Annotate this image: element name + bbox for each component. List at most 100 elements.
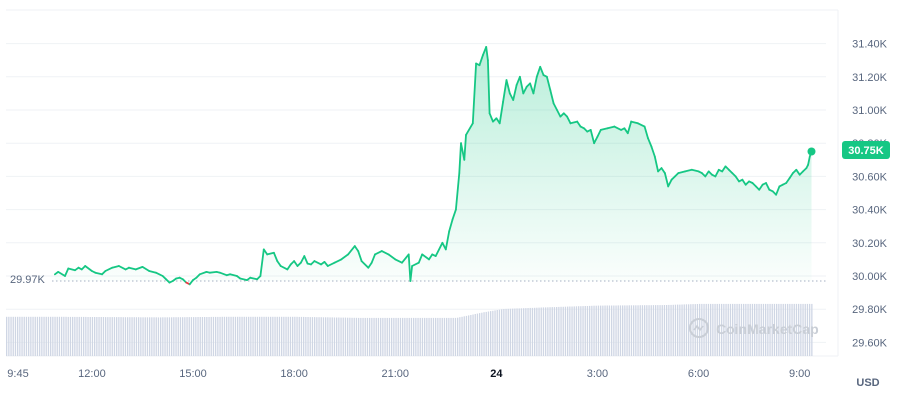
price-line-segment <box>596 128 602 138</box>
volume-bar <box>351 317 353 356</box>
volume-bar <box>661 305 663 356</box>
volume-bar <box>179 317 182 356</box>
volume-bar <box>100 317 102 356</box>
volume-bar <box>102 317 105 356</box>
price-line-segment <box>279 265 289 271</box>
price-line-segment <box>535 65 542 78</box>
volume-bars <box>6 303 813 356</box>
price-line-segment <box>347 245 356 256</box>
volume-bar <box>278 316 281 356</box>
volume-bar <box>611 305 613 356</box>
volume-bar <box>523 308 525 356</box>
price-line-segment <box>353 245 360 253</box>
volume-bar <box>602 305 604 356</box>
price-line-segment <box>276 260 282 267</box>
volume-bar <box>94 317 96 356</box>
volume-bar <box>743 303 745 356</box>
price-area-fill <box>54 46 812 282</box>
volume-bar <box>540 307 542 356</box>
volume-bar <box>529 307 531 356</box>
volume-bar <box>571 306 573 356</box>
volume-bar <box>503 309 505 356</box>
volume-bar <box>606 305 608 356</box>
price-line-segment <box>465 122 474 136</box>
price-line-segment <box>626 120 633 135</box>
price-line-segment <box>463 133 467 161</box>
x-tick-label: 3:00 <box>587 368 608 380</box>
volume-bar <box>415 317 417 356</box>
volume-bar <box>410 317 413 356</box>
volume-bar <box>19 316 21 356</box>
x-axis-labels: 9:45 12:00 15:00 18:00 21:00 24 3:00 6:00 9:00 <box>7 368 810 380</box>
volume-bar <box>397 317 399 356</box>
volume-bar <box>127 317 129 356</box>
volume-bar <box>349 317 351 356</box>
price-line-segment <box>660 167 666 175</box>
price-line-segment <box>643 125 649 140</box>
volume-bar <box>404 317 406 356</box>
price-line-segment <box>593 135 599 145</box>
volume-bar <box>432 317 435 356</box>
watermark-logo-icon <box>689 318 709 338</box>
volume-bar <box>303 316 305 356</box>
volume-bar <box>285 316 287 356</box>
volume-bar <box>430 317 432 356</box>
price-line-segment <box>485 46 489 62</box>
volume-bar <box>32 316 34 356</box>
volume-bar <box>58 316 61 356</box>
x-tick-label: 12:00 <box>78 368 106 380</box>
price-line-segment <box>94 271 103 276</box>
volume-bar <box>67 316 69 356</box>
y-tick-label: 30.60K <box>852 171 888 183</box>
volume-bar <box>184 317 186 356</box>
volume-bar <box>41 316 43 356</box>
volume-bar <box>50 316 52 356</box>
price-line-segment <box>155 271 164 277</box>
price-line-segment <box>208 270 218 274</box>
volume-bar <box>470 315 472 356</box>
volume-bar <box>558 306 560 356</box>
volume-bar <box>122 317 124 356</box>
volume-bar <box>281 316 283 356</box>
price-line-segment <box>488 112 494 123</box>
volume-bar <box>481 312 483 356</box>
volume-bar <box>14 316 17 356</box>
volume-bar <box>745 303 747 356</box>
price-line-segment <box>734 175 740 183</box>
volume-bar <box>153 317 155 356</box>
volume-bar <box>694 304 696 356</box>
volume-bar <box>212 316 215 356</box>
volume-bar <box>551 307 553 356</box>
price-line-segment <box>293 260 299 267</box>
volume-bar <box>589 305 591 356</box>
volume-bar <box>637 305 639 356</box>
volume-bar <box>798 303 800 356</box>
volume-bar <box>34 316 36 356</box>
price-line-segment <box>272 251 279 263</box>
volume-bar <box>45 316 47 356</box>
volume-bar <box>472 314 474 356</box>
volume-bar <box>421 317 424 356</box>
volume-bar <box>749 303 751 356</box>
volume-bar <box>624 305 626 356</box>
volume-bar <box>586 306 589 356</box>
price-line-segment <box>522 85 528 95</box>
price-line-segment <box>444 230 451 251</box>
volume-bar <box>721 303 723 356</box>
price-line-segment <box>111 265 120 269</box>
volume-bar <box>47 316 50 356</box>
volume-bar <box>507 308 509 356</box>
price-line-segment <box>333 258 343 264</box>
volume-bar <box>765 303 767 356</box>
volume-bar <box>118 317 120 356</box>
y-tick-label: 29.80K <box>852 304 888 316</box>
price-line-segment <box>788 172 794 180</box>
volume-bar <box>426 317 428 356</box>
volume-bar <box>232 316 234 356</box>
volume-bar <box>61 316 63 356</box>
volume-bar <box>534 307 536 356</box>
price-line-segment <box>606 125 616 130</box>
volume-bar <box>406 317 408 356</box>
volume-bar <box>325 317 327 356</box>
current-price-badge-text: 30.75K <box>848 145 884 157</box>
